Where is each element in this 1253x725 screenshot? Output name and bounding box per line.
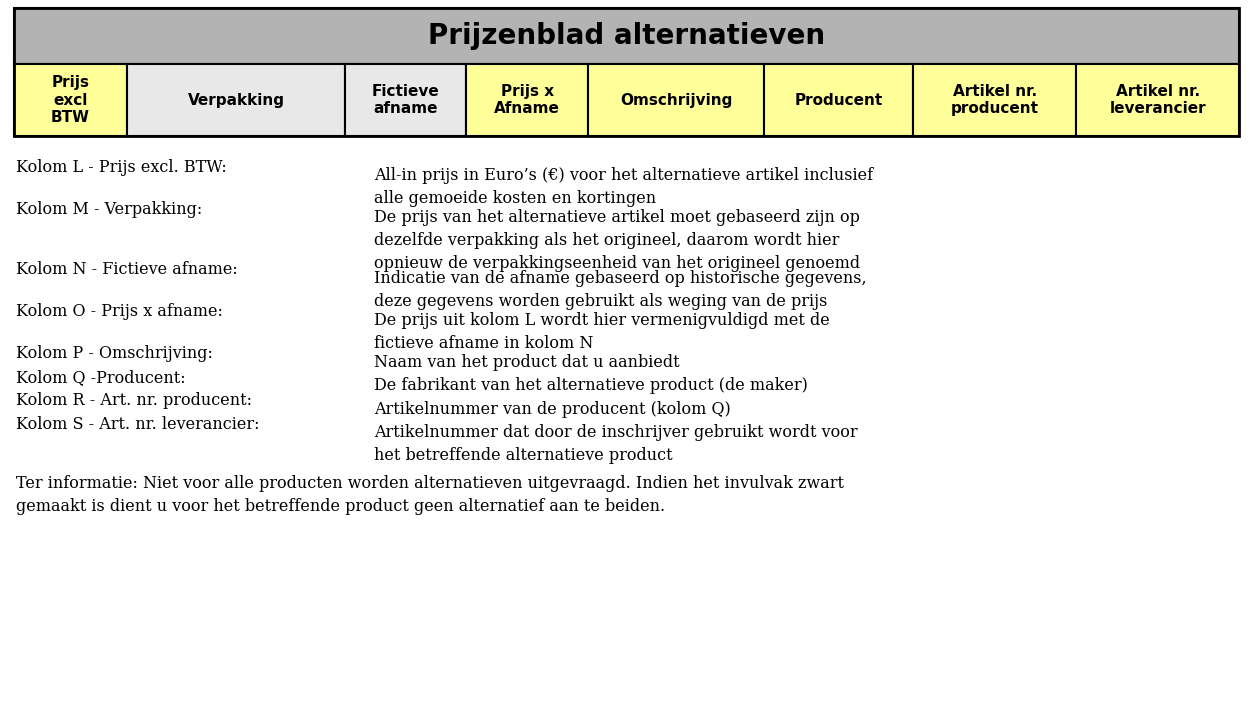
Bar [127, 64, 345, 136]
Bar [14, 64, 127, 136]
Text: Kolom S - Art. nr. leverancier:: Kolom S - Art. nr. leverancier: [16, 415, 259, 433]
Text: De prijs van het alternatieve artikel moet gebaseerd zijn op
dezelfde verpakking: De prijs van het alternatieve artikel mo… [373, 210, 860, 272]
Text: Kolom L - Prijs excl. BTW:: Kolom L - Prijs excl. BTW: [16, 159, 227, 175]
Text: Prijs x
Afname: Prijs x Afname [494, 84, 560, 116]
Bar [588, 64, 764, 136]
Text: Kolom N - Fictieve afname:: Kolom N - Fictieve afname: [16, 261, 238, 278]
Bar [345, 64, 466, 136]
Text: De fabrikant van het alternatieve product (de maker): De fabrikant van het alternatieve produc… [373, 377, 808, 394]
Bar [14, 8, 1239, 64]
Text: Kolom M - Verpakking:: Kolom M - Verpakking: [16, 201, 202, 218]
Text: Prijs
excl
BTW: Prijs excl BTW [51, 75, 90, 125]
Text: Naam van het product dat u aanbiedt: Naam van het product dat u aanbiedt [373, 354, 679, 370]
Bar [913, 64, 1076, 136]
Text: De prijs uit kolom L wordt hier vermenigvuldigd met de
fictieve afname in kolom : De prijs uit kolom L wordt hier vermenig… [373, 312, 829, 352]
Text: Prijzenblad alternatieven: Prijzenblad alternatieven [429, 22, 824, 50]
Text: Fictieve
afname: Fictieve afname [372, 84, 440, 116]
Text: Verpakking: Verpakking [188, 93, 284, 107]
Text: Kolom R - Art. nr. producent:: Kolom R - Art. nr. producent: [16, 392, 252, 409]
Text: Omschrijving: Omschrijving [620, 93, 732, 107]
Text: Artikelnummer van de producent (kolom Q): Artikelnummer van de producent (kolom Q) [373, 401, 730, 418]
Text: Kolom O - Prijs x afname:: Kolom O - Prijs x afname: [16, 303, 223, 320]
Text: All-in prijs in Euro’s (€) voor het alternatieve artikel inclusief
alle gemoeide: All-in prijs in Euro’s (€) voor het alte… [373, 167, 873, 207]
Text: Kolom Q -Producent:: Kolom Q -Producent: [16, 369, 185, 386]
Bar [466, 64, 588, 136]
Text: Producent: Producent [794, 93, 883, 107]
Bar [14, 8, 1239, 136]
Bar [764, 64, 913, 136]
Text: Artikelnummer dat door de inschrijver gebruikt wordt voor
het betreffende altern: Artikelnummer dat door de inschrijver ge… [373, 424, 857, 464]
Text: Artikel nr.
producent: Artikel nr. producent [951, 84, 1039, 116]
Text: Indicatie van de afname gebaseerd op historische gegevens,
deze gegevens worden : Indicatie van de afname gebaseerd op his… [373, 270, 867, 310]
Text: Artikel nr.
leverancier: Artikel nr. leverancier [1109, 84, 1205, 116]
Bar [1076, 64, 1239, 136]
Text: Kolom P - Omschrijving:: Kolom P - Omschrijving: [16, 345, 213, 362]
Text: Ter informatie: Niet voor alle producten worden alternatieven uitgevraagd. Indie: Ter informatie: Niet voor alle producten… [16, 475, 845, 515]
